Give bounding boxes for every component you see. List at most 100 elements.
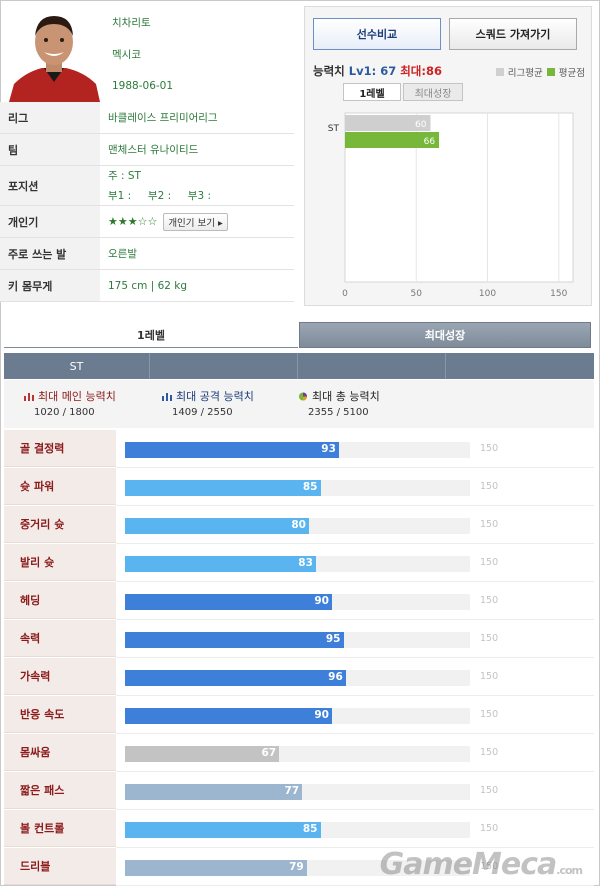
- stat-max: 150: [480, 823, 499, 834]
- row-divider: [116, 733, 594, 734]
- row-divider: [116, 657, 594, 658]
- chart-x-tick: 50: [411, 289, 423, 299]
- row-divider: [116, 467, 594, 468]
- position-cell-st[interactable]: ST: [4, 353, 150, 379]
- stat-max: 150: [480, 747, 499, 758]
- row-divider: [116, 847, 594, 848]
- stat-value: 67: [261, 747, 277, 759]
- stat-max: 150: [480, 557, 499, 568]
- row-divider: [116, 505, 594, 506]
- watermark-brand: GameMeca: [379, 847, 558, 882]
- body-value: 175 cm | 62 kg: [108, 279, 188, 292]
- stat-track: 90: [125, 708, 470, 724]
- stat-row: 몸싸움 67 150: [4, 734, 594, 772]
- stat-bar: 67: [125, 746, 280, 762]
- stat-bar: 79: [125, 860, 307, 876]
- player-nation: 멕시코: [112, 49, 141, 61]
- position-cell-4[interactable]: [446, 353, 594, 379]
- stat-name: 몸싸움: [4, 734, 116, 771]
- skill-values: ★★★☆☆ 개인기 보기 ▸: [108, 206, 228, 237]
- stat-value: 93: [321, 443, 336, 455]
- stat-row: 가속력 96 150: [4, 658, 594, 696]
- stat-value: 90: [314, 709, 329, 721]
- stat-bar: 83: [125, 556, 316, 572]
- stat-max: 150: [480, 519, 499, 530]
- stat-bar: 85: [125, 480, 321, 496]
- stat-value: 95: [325, 633, 341, 645]
- stat-row: 골 결정력 93 150: [4, 430, 594, 468]
- stat-name: 반응 속도: [4, 696, 116, 733]
- compare-button[interactable]: 선수비교: [313, 18, 441, 50]
- stat-name: 발리 슛: [4, 544, 116, 581]
- stat-track: 95: [125, 632, 470, 648]
- stat-name: 볼 컨트롤: [4, 810, 116, 847]
- chart-legend: 리그평균 평균점: [495, 65, 585, 79]
- stat-row: 속력 95 150: [4, 620, 594, 658]
- player-photo: [4, 6, 104, 102]
- stat-max: 150: [480, 443, 499, 454]
- stat-value: 83: [298, 557, 313, 569]
- stat-row: 중거리 슛 80 150: [4, 506, 594, 544]
- stat-row: 슛 파워 85 150: [4, 468, 594, 506]
- summary-total-label: 최대 총 능력치: [312, 390, 380, 403]
- stat-name: 드리블: [4, 848, 116, 885]
- stat-name: 헤딩: [4, 582, 116, 619]
- player-name: 치차리토: [112, 17, 151, 29]
- pie-chart-icon: [298, 391, 308, 401]
- summary-attack-value: 1409 / 2550: [172, 407, 233, 418]
- mini-tab-max[interactable]: 최대성장: [403, 83, 463, 101]
- stat-max: 150: [480, 709, 499, 720]
- player-birth: 1988-06-01: [112, 80, 174, 92]
- position-label: 포지션: [0, 166, 100, 205]
- ability-heading: 능력치 Lv1: 67 최대:86: [313, 63, 442, 79]
- position-main: 주 : ST: [108, 170, 141, 182]
- stat-bar: 96: [125, 670, 346, 686]
- bar-chart-icon: [162, 392, 172, 401]
- mini-tab-level1[interactable]: 1레벨: [343, 83, 401, 101]
- stat-value: 96: [328, 671, 343, 683]
- tab-level1[interactable]: 1레벨: [4, 322, 298, 348]
- squad-button[interactable]: 스쿼드 가져가기: [449, 18, 577, 50]
- foot-label: 주로 쓰는 발: [0, 238, 100, 269]
- row-divider: [116, 619, 594, 620]
- summary-attack-label: 최대 공격 능력치: [176, 390, 254, 403]
- stat-track: 77: [125, 784, 470, 800]
- stat-row: 반응 속도 90 150: [4, 696, 594, 734]
- summary-total: 최대 총 능력치 2355 / 5100: [298, 388, 380, 418]
- stat-value: 80: [291, 519, 306, 531]
- tab-max-growth[interactable]: 최대성장: [299, 322, 591, 348]
- row-divider: [116, 771, 594, 772]
- stat-max: 150: [480, 671, 499, 682]
- profile-row-position: 포지션 주 : ST 부1 : 부2 : 부3 :: [0, 166, 294, 206]
- position-cell-3[interactable]: [298, 353, 446, 379]
- position-cell-2[interactable]: [150, 353, 298, 379]
- bar-chart-icon: [24, 392, 34, 401]
- legend-avg-swatch: [546, 68, 555, 76]
- stat-max: 150: [480, 633, 499, 644]
- stat-track: 67: [125, 746, 470, 762]
- stat-value: 79: [289, 861, 304, 873]
- summary-main: 최대 메인 능력치 1020 / 1800: [24, 388, 116, 418]
- league-label: 리그: [0, 102, 100, 133]
- skill-view-button[interactable]: 개인기 보기 ▸: [163, 212, 228, 231]
- stat-row: 짧은 패스 77 150: [4, 772, 594, 810]
- row-divider: [116, 809, 594, 810]
- ability-panel: 선수비교 스쿼드 가져가기 능력치 Lv1: 67 최대:86 리그평균 평균점…: [304, 6, 592, 306]
- profile-row-skill: 개인기 ★★★☆☆ 개인기 보기 ▸: [0, 206, 294, 238]
- stat-max: 150: [480, 595, 499, 606]
- stat-bar: 80: [125, 518, 309, 534]
- stat-name: 중거리 슛: [4, 506, 116, 543]
- summary-section: 최대 메인 능력치 1020 / 1800 최대 공격 능력치 1409 / 2…: [4, 380, 594, 428]
- stat-bar: 90: [125, 594, 332, 610]
- stat-track: 96: [125, 670, 470, 686]
- stat-track: 79: [125, 860, 470, 876]
- chart-bar-label: 60: [415, 120, 427, 130]
- league-value: 바클레이스 프리미어리그: [108, 112, 218, 124]
- summary-total-value: 2355 / 5100: [308, 407, 369, 418]
- player-portrait-icon: [4, 6, 104, 102]
- stat-name: 속력: [4, 620, 116, 657]
- stat-bar: 93: [125, 442, 339, 458]
- chart-category-label: ST: [328, 124, 340, 134]
- stat-track: 85: [125, 822, 470, 838]
- profile-row-league: 리그 바클레이스 프리미어리그: [0, 102, 294, 134]
